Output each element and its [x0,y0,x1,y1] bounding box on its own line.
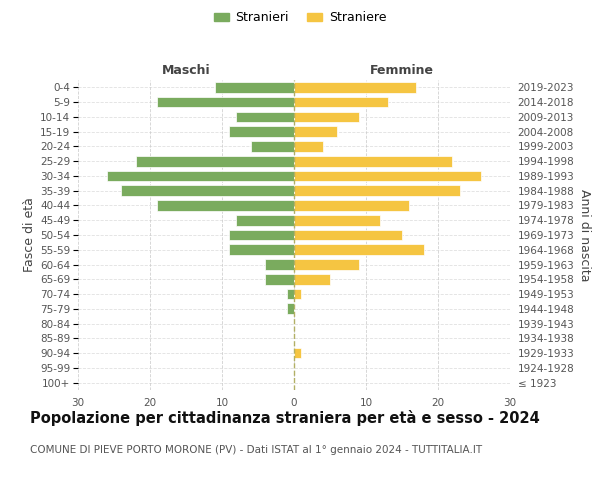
Bar [136,156,294,166]
Bar [294,348,301,358]
Bar [157,200,294,211]
Bar [215,82,294,92]
Bar [294,288,301,300]
Bar [294,186,460,196]
Bar [294,200,409,211]
Bar [157,97,294,108]
Legend: Stranieri, Straniere: Stranieri, Straniere [209,6,391,29]
Bar [236,215,294,226]
Bar [265,259,294,270]
Bar [229,126,294,137]
Bar [294,244,424,255]
Y-axis label: Fasce di età: Fasce di età [23,198,36,272]
Text: Femmine: Femmine [370,64,434,78]
Text: Maschi: Maschi [161,64,211,78]
Bar [229,244,294,255]
Bar [294,259,359,270]
Bar [265,274,294,284]
Bar [294,126,337,137]
Bar [294,141,323,152]
Bar [294,215,380,226]
Bar [294,274,330,284]
Bar [294,156,452,166]
Bar [294,230,402,240]
Y-axis label: Anni di nascita: Anni di nascita [578,188,591,281]
Bar [294,112,359,122]
Bar [107,170,294,181]
Bar [229,230,294,240]
Bar [294,97,388,108]
Text: Popolazione per cittadinanza straniera per età e sesso - 2024: Popolazione per cittadinanza straniera p… [30,410,540,426]
Bar [251,141,294,152]
Text: COMUNE DI PIEVE PORTO MORONE (PV) - Dati ISTAT al 1° gennaio 2024 - TUTTITALIA.I: COMUNE DI PIEVE PORTO MORONE (PV) - Dati… [30,445,482,455]
Bar [236,112,294,122]
Bar [294,82,416,92]
Bar [287,288,294,300]
Bar [287,304,294,314]
Bar [121,186,294,196]
Bar [294,170,481,181]
